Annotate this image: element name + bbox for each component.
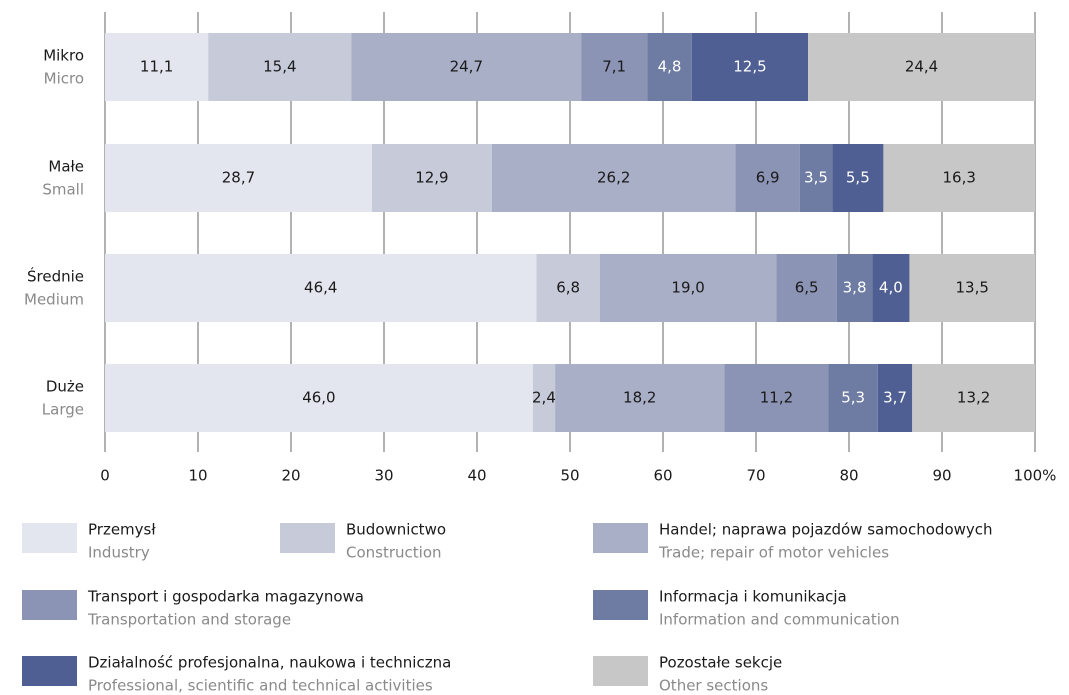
legend-swatch — [22, 523, 77, 553]
bar-segment — [105, 33, 209, 101]
value-label: 13,5 — [956, 279, 989, 297]
value-label: 3,7 — [883, 389, 907, 407]
bar-segment — [208, 33, 352, 101]
x-tick-label: 70 — [746, 467, 765, 485]
x-tick-label: 20 — [281, 467, 300, 485]
bar-segment — [105, 144, 372, 212]
legend-label: Działalność profesjonalna, naukowa i tec… — [88, 654, 451, 672]
legend-swatch — [593, 590, 648, 620]
legend-swatch — [593, 523, 648, 553]
legend-label-en: Other sections — [659, 677, 768, 695]
bar-segment — [724, 364, 829, 432]
x-tick-label: 0 — [100, 467, 110, 485]
bar-segment — [105, 364, 533, 432]
bar-segment — [735, 144, 800, 212]
legend-label: Budownictwo — [346, 521, 446, 539]
bar-segment — [599, 254, 777, 322]
value-label: 2,4 — [532, 389, 556, 407]
value-label: 5,3 — [841, 389, 865, 407]
bar-segment — [105, 254, 537, 322]
value-label: 24,7 — [450, 58, 483, 76]
value-label: 46,0 — [302, 389, 335, 407]
bar-segment — [555, 364, 725, 432]
legend-label-en: Trade; repair of motor vehicles — [658, 544, 889, 562]
x-tick-label: 10 — [188, 467, 207, 485]
bar-segment — [832, 144, 884, 212]
value-label: 19,0 — [671, 279, 704, 297]
bar-segment — [872, 254, 910, 322]
legend-label-en: Transportation and storage — [87, 611, 291, 629]
bar-segment — [536, 254, 600, 322]
bar-segment — [532, 364, 556, 432]
value-label: 3,5 — [804, 169, 828, 187]
x-tick-label: 80 — [839, 467, 858, 485]
bar-segment — [808, 33, 1035, 101]
value-label: 3,8 — [843, 279, 867, 297]
bar-segment — [883, 144, 1035, 212]
x-tick-label: 60 — [653, 467, 672, 485]
value-label: 6,5 — [795, 279, 819, 297]
bar-segment — [491, 144, 736, 212]
legend-label: Handel; naprawa pojazdów samochodowych — [659, 521, 993, 539]
bar-segment — [909, 254, 1035, 322]
value-label: 15,4 — [263, 58, 296, 76]
bar-segment — [691, 33, 809, 101]
value-label: 26,2 — [597, 169, 630, 187]
value-label: 7,1 — [602, 58, 626, 76]
legend-label-en: Information and communication — [659, 611, 900, 629]
bar-segment — [828, 364, 878, 432]
legend-label: Transport i gospodarka magazynowa — [87, 588, 364, 606]
category-label: Duże — [46, 378, 84, 396]
bar-segment — [912, 364, 1035, 432]
legend-label-en: Construction — [346, 544, 442, 562]
value-label: 5,5 — [846, 169, 870, 187]
legend-label-en: Industry — [88, 544, 150, 562]
category-label-en: Micro — [44, 70, 84, 88]
category-label: Średnie — [27, 267, 84, 286]
legend-swatch — [22, 656, 77, 686]
legend-swatch — [280, 523, 335, 553]
category-label: Małe — [48, 158, 84, 176]
x-tick-label: 100% — [1014, 467, 1057, 485]
value-label: 16,3 — [943, 169, 976, 187]
value-label: 4,0 — [879, 279, 903, 297]
category-label-en: Large — [42, 401, 84, 419]
value-label: 18,2 — [623, 389, 656, 407]
category-label-en: Small — [42, 181, 84, 199]
bar-segment — [647, 33, 692, 101]
value-label: 46,4 — [304, 279, 337, 297]
x-tick-label: 40 — [467, 467, 486, 485]
bar-segment — [581, 33, 648, 101]
legend-swatch — [22, 590, 77, 620]
bar-segment — [799, 144, 833, 212]
value-label: 11,2 — [760, 389, 793, 407]
value-label: 24,4 — [905, 58, 938, 76]
category-label-en: Medium — [24, 291, 84, 309]
legend-label-en: Professional, scientific and technical a… — [88, 677, 433, 695]
value-label: 6,8 — [556, 279, 580, 297]
x-tick-label: 90 — [932, 467, 951, 485]
bar-segment — [836, 254, 873, 322]
value-label: 12,9 — [415, 169, 448, 187]
x-tick-label: 50 — [560, 467, 579, 485]
value-label: 11,1 — [140, 58, 173, 76]
legend-label: Informacja i komunikacja — [659, 588, 847, 606]
legend-label: Przemysł — [88, 521, 156, 539]
legend-swatch — [593, 656, 648, 686]
x-tick-label: 30 — [374, 467, 393, 485]
value-label: 6,9 — [756, 169, 780, 187]
bar-segment — [877, 364, 913, 432]
bar-segment — [776, 254, 837, 322]
value-label: 28,7 — [222, 169, 255, 187]
value-label: 12,5 — [733, 58, 766, 76]
value-label: 4,8 — [658, 58, 682, 76]
bar-segment — [351, 33, 582, 101]
category-label: Mikro — [43, 47, 84, 65]
bar-segment — [371, 144, 492, 212]
legend-label: Pozostałe sekcje — [659, 654, 782, 672]
value-label: 13,2 — [957, 389, 990, 407]
